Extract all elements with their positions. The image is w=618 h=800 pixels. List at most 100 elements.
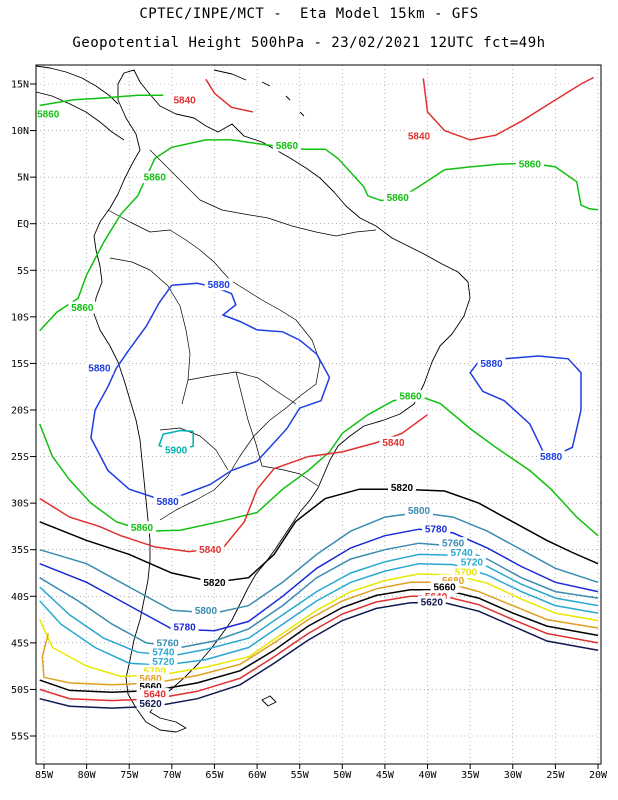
- contour-label: 5760: [442, 539, 465, 550]
- lon-label: 80W: [78, 770, 97, 781]
- contour-line: [39, 511, 599, 614]
- contour-label-bg: [191, 604, 220, 617]
- latitude-tick-labels: 15N 10N 5N EQ 5S 10S 15S 20S 25S 30S 35S 40S 45S 50S 5…: [11, 80, 36, 743]
- contour-label-bg: [153, 636, 182, 649]
- lon-label: 50W: [333, 770, 352, 781]
- contour-line: [39, 488, 599, 584]
- contour-line: [39, 414, 428, 553]
- contour-label: 5840: [382, 438, 405, 449]
- lat-label: 10N: [11, 126, 29, 137]
- lon-label: 30W: [504, 770, 523, 781]
- chart-subtitle: Geopotential Height 500hPa - 23/02/2021 …: [72, 35, 546, 51]
- contour-label-bg: [405, 130, 434, 143]
- lat-label: 15N: [11, 80, 29, 91]
- contour-lines: [39, 76, 599, 709]
- contour-label-bg: [140, 171, 169, 184]
- lat-label: 15S: [11, 359, 29, 370]
- lon-label: 70W: [163, 770, 182, 781]
- contour-line: [39, 602, 599, 709]
- contour-label-bg: [477, 357, 506, 370]
- lat-label: 50S: [11, 685, 29, 696]
- contour-label-bg: [417, 595, 446, 608]
- contour-label: 5660: [139, 682, 162, 693]
- contour-label-bg: [387, 481, 416, 494]
- contour-label: 5620: [139, 699, 162, 710]
- lat-label: 35S: [11, 545, 29, 556]
- lon-label: 85W: [35, 770, 54, 781]
- contour-label: 5800: [408, 506, 431, 517]
- falkland-islands: [261, 695, 277, 707]
- lat-label: 45S: [11, 638, 29, 649]
- lon-label: 60W: [248, 770, 267, 781]
- contour-label: 5860: [71, 303, 94, 314]
- contour-line: [39, 562, 599, 666]
- lat-label: 5S: [17, 266, 29, 277]
- contour-label: 5860: [519, 160, 542, 171]
- contour-label: 5700: [455, 568, 478, 579]
- contour-label: 5720: [461, 557, 484, 568]
- contour-label-bg: [128, 521, 157, 534]
- contour-label: 5880: [88, 364, 111, 375]
- contour-label: 5880: [480, 359, 503, 370]
- contour-label: 5780: [425, 525, 448, 536]
- contour-label: 5860: [387, 193, 410, 204]
- contour-label: 5700: [144, 666, 167, 677]
- contour-label-bg: [170, 621, 199, 634]
- contour-line: [205, 78, 253, 113]
- contour-label-bg: [383, 191, 412, 204]
- contour-label-bg: [396, 390, 425, 403]
- contour-label-bg: [405, 504, 434, 517]
- contour-label: 5840: [199, 545, 222, 556]
- chart-title: CPTEC/INPE/MCT - Eta Model 15km - GFS: [139, 6, 479, 22]
- contour-label-bg: [537, 450, 566, 463]
- lon-label: 55W: [291, 770, 310, 781]
- contour-label: 5620: [421, 597, 444, 608]
- lat-label: 25S: [11, 452, 29, 463]
- contour-label: 5820: [203, 578, 226, 589]
- contour-label: 5880: [540, 452, 563, 463]
- contour-label: 5840: [174, 95, 197, 106]
- contour-label: 5720: [152, 657, 175, 668]
- contour-label: 5860: [399, 392, 422, 403]
- map-area: [36, 65, 601, 764]
- contour-label-bg: [162, 444, 191, 457]
- contour-label: 5800: [195, 606, 218, 617]
- contour-label-bg: [515, 158, 544, 171]
- contour-line: [90, 282, 331, 499]
- contour-label-bg: [422, 523, 451, 536]
- contour-label: 5860: [131, 523, 154, 534]
- lon-label: 75W: [120, 770, 139, 781]
- contour-label-bg: [272, 139, 301, 152]
- longitude-tick-labels: 85W 80W 75W 70W 65W 60W 55W 50W 45W 40W 35W 30W 25W 2…: [35, 764, 608, 781]
- contour-label: 5660: [433, 582, 456, 593]
- contour-label-bg: [170, 93, 199, 106]
- lat-label: 30S: [11, 499, 29, 510]
- lat-label: 10S: [11, 312, 29, 323]
- contour-label: 5760: [156, 638, 179, 649]
- contour-line: [39, 94, 164, 107]
- contour-label: 5860: [37, 109, 60, 120]
- contour-line: [469, 355, 582, 461]
- contour-label: 5680: [139, 674, 162, 685]
- contour-line: [39, 528, 599, 632]
- contour-label: 5860: [276, 141, 299, 152]
- lon-label: 65W: [205, 770, 224, 781]
- contour-label: 5740: [152, 648, 175, 659]
- contour-label-bg: [457, 555, 486, 568]
- contour-label: 5740: [451, 548, 474, 559]
- contour-label: 5900: [165, 446, 188, 457]
- contour-label-bg: [34, 107, 63, 120]
- lon-label: 25W: [546, 770, 565, 781]
- contour-label: 5860: [144, 173, 167, 184]
- lon-label: 40W: [419, 770, 438, 781]
- lon-label: 20W: [589, 770, 608, 781]
- lat-label: 55S: [11, 732, 29, 743]
- contour-label-bg: [149, 655, 178, 668]
- contour-line: [158, 429, 194, 451]
- lon-label: 35W: [461, 770, 480, 781]
- lon-label: 45W: [376, 770, 395, 781]
- contour-labels: 5840 5860 5840 5860 5860 5860 5860 5880 5860 5880…: [34, 93, 566, 710]
- contour-line: [422, 76, 595, 141]
